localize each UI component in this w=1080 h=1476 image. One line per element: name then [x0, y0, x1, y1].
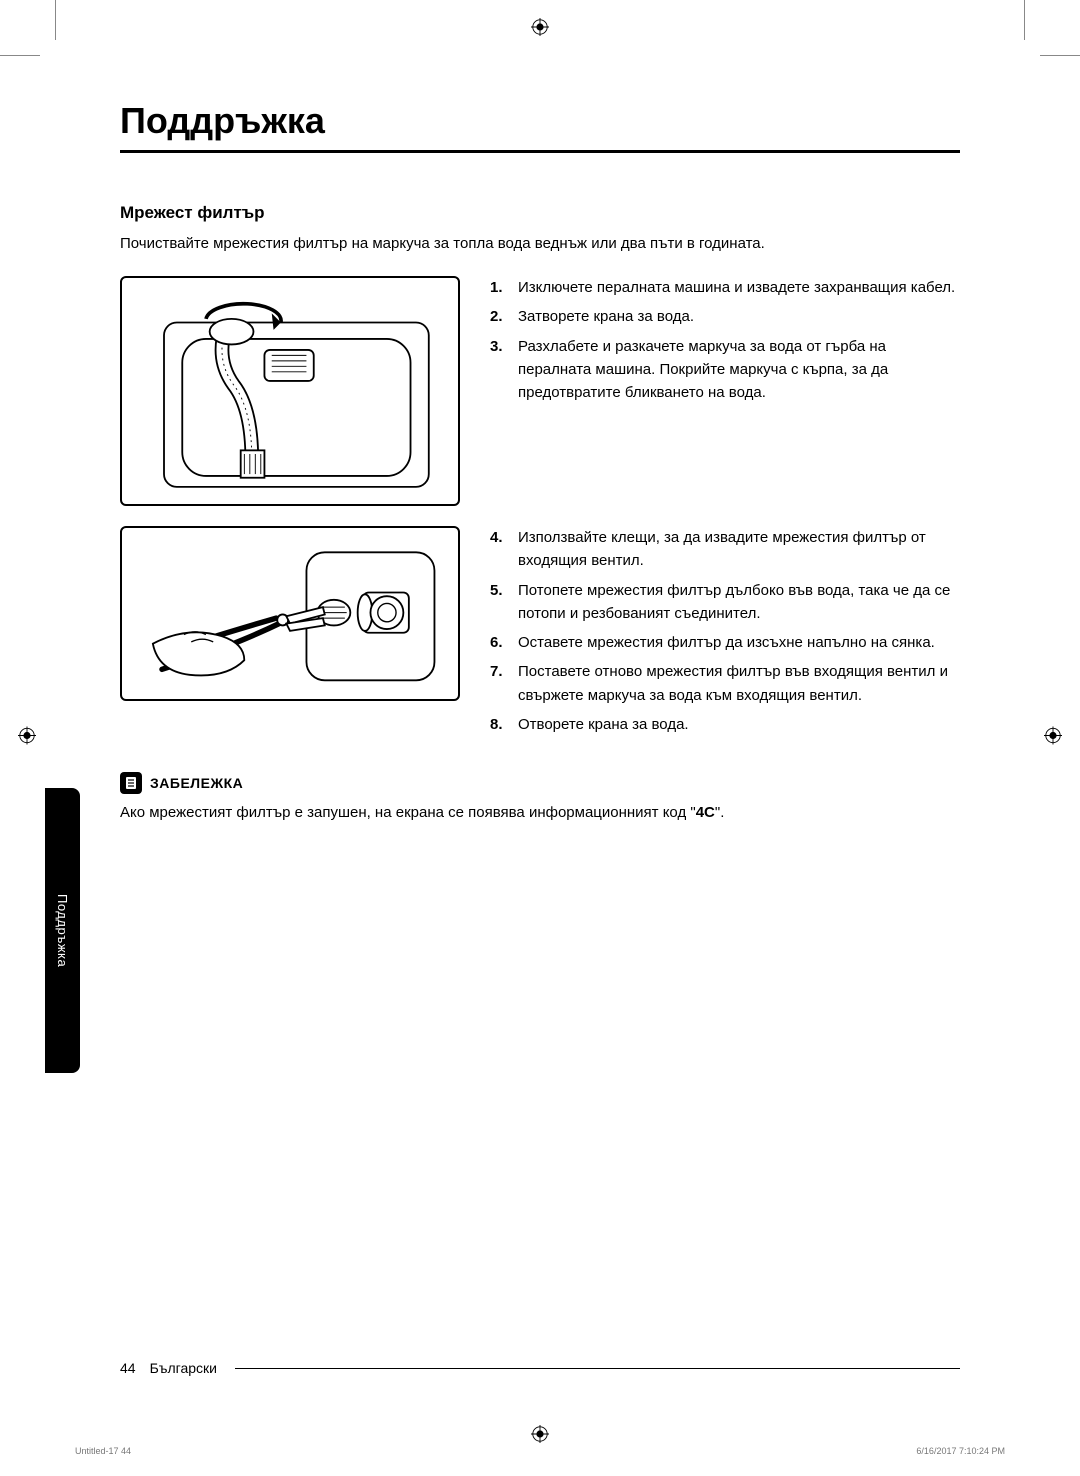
subheading: Мрежест филтър	[120, 203, 960, 223]
note-heading: ЗАБЕЛЕЖКА	[120, 772, 960, 794]
step-item: Отворете крана за вода.	[490, 713, 960, 736]
instruction-block-2: Използвайте клещи, за да извадите мрежес…	[120, 526, 960, 742]
step-item: Затворете крана за вода.	[490, 305, 960, 328]
steps-list-b: Използвайте клещи, за да извадите мрежес…	[490, 526, 960, 736]
pliers-filter-illustration	[130, 534, 450, 694]
crop-mark	[1024, 0, 1025, 40]
figure-pliers	[120, 526, 460, 701]
print-meta-left: Untitled-17 44	[75, 1446, 131, 1456]
page-content: Поддръжка Поддръжка Мрежест филтър Почис…	[120, 100, 960, 1376]
crop-mark	[55, 0, 56, 40]
title-rule	[120, 150, 960, 153]
step-item: Разхлабете и разкачете маркуча за вода о…	[490, 335, 960, 405]
step-item: Използвайте клещи, за да извадите мрежес…	[490, 526, 960, 573]
page-footer: 44 Български	[120, 1360, 960, 1376]
registration-mark-icon	[18, 727, 36, 750]
step-item: Оставете мрежестия филтър да изсъхне нап…	[490, 631, 960, 654]
note-text: Ако мрежестият филтър е запушен, на екра…	[120, 802, 960, 825]
note-text-pre: Ако мрежестият филтър е запушен, на екра…	[120, 804, 696, 821]
page-title: Поддръжка	[120, 100, 960, 142]
intro-text: Почиствайте мрежестия филтър на маркуча …	[120, 233, 960, 254]
hose-disconnect-illustration	[130, 286, 450, 496]
registration-mark-icon	[1044, 727, 1062, 750]
section-tab-label: Поддръжка	[55, 894, 70, 967]
registration-mark-icon	[531, 18, 549, 41]
note-icon	[120, 772, 142, 794]
step-item: Потопете мрежестия филтър дълбоко във во…	[490, 579, 960, 626]
page-number: 44	[120, 1360, 136, 1376]
figure-hose	[120, 276, 460, 506]
step-item: Поставете отново мрежестия филтър във вх…	[490, 660, 960, 707]
note-text-post: ".	[715, 804, 725, 821]
steps-list-a: Изключете пералната машина и извадете за…	[490, 276, 960, 404]
registration-mark-icon	[531, 1425, 549, 1448]
crop-mark	[0, 55, 40, 56]
section-tab: Поддръжка	[45, 788, 80, 1073]
crop-mark	[1040, 55, 1080, 56]
note-label: ЗАБЕЛЕЖКА	[150, 775, 243, 791]
note-code: 4C	[696, 804, 715, 821]
footer-rule	[235, 1368, 960, 1369]
language-label: Български	[150, 1360, 217, 1376]
instruction-block-1: Изключете пералната машина и извадете за…	[120, 276, 960, 506]
print-meta-right: 6/16/2017 7:10:24 PM	[916, 1446, 1005, 1456]
step-item: Изключете пералната машина и извадете за…	[490, 276, 960, 299]
